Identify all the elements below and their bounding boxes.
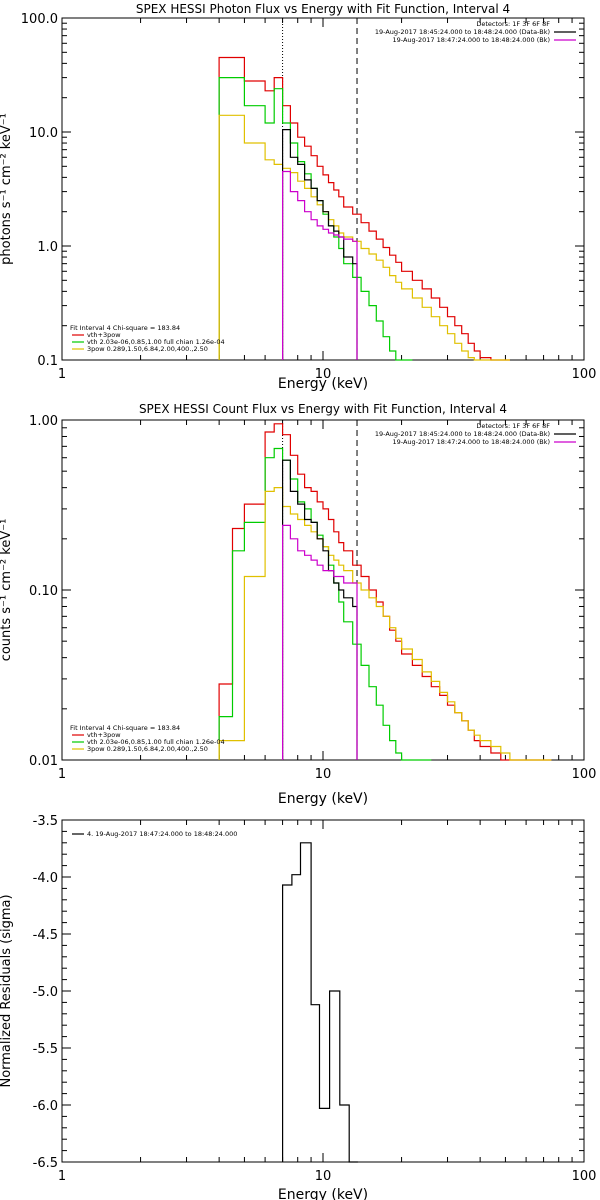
x-axis-label: Energy (keV) bbox=[278, 791, 368, 807]
y-tick-label: 100.0 bbox=[21, 12, 58, 27]
y-tick-label: -6.5 bbox=[33, 1156, 58, 1171]
x-tick-label: 10 bbox=[315, 1169, 332, 1184]
x-tick-label: 100 bbox=[572, 367, 597, 382]
y-axis-label: Normalized Residuals (sigma) bbox=[0, 894, 14, 1087]
x-tick-label: 10 bbox=[315, 367, 332, 382]
y-tick-label: -4.0 bbox=[33, 871, 58, 886]
legend-right-entry: 19-Aug-2017 18:47:24.000 to 18:48:24.000… bbox=[393, 36, 550, 44]
y-tick-label: -3.5 bbox=[33, 814, 58, 829]
x-axis-label: Energy (keV) bbox=[278, 376, 368, 392]
x-tick-label: 1 bbox=[58, 1169, 66, 1184]
panel-2: SPEX HESSI Count Flux vs Energy with Fit… bbox=[0, 402, 596, 807]
legend-left-entry: vth+3pow bbox=[87, 331, 121, 339]
y-tick-label: -5.5 bbox=[33, 1042, 58, 1057]
legend-right-entry: 19-Aug-2017 18:45:24.000 to 18:48:24.000… bbox=[375, 430, 550, 438]
series-line-1 bbox=[282, 842, 358, 1163]
series-line-5 bbox=[282, 524, 358, 760]
series-line-3 bbox=[218, 487, 552, 761]
series-line-2 bbox=[218, 447, 432, 761]
x-axis-label: Energy (keV) bbox=[278, 1187, 368, 1200]
panel-1: SPEX HESSI Photon Flux vs Energy with Fi… bbox=[0, 2, 596, 392]
series-line-1 bbox=[218, 56, 510, 361]
legend-left-entry: 3pow 0.289,1.50,6.84,2.00,400.,2.50 bbox=[87, 345, 208, 353]
panel-3: 1 10 100 -6.5 -6.0 -5.5 -5.0 -4.5 -4.0 -3.5 Energy… bbox=[0, 814, 596, 1200]
x-tick-label: 100 bbox=[572, 1169, 597, 1184]
legend-left-entry: Fit Interval 4 Chi-square = 183.84 bbox=[70, 324, 180, 332]
series-line-3 bbox=[218, 114, 510, 361]
legend-right-entry: 19-Aug-2017 18:45:24.000 to 18:48:24.000… bbox=[375, 28, 550, 36]
legend-left-entry: vth+3pow bbox=[87, 731, 121, 739]
y-axis-label: photons s⁻¹ cm⁻² keV⁻¹ bbox=[0, 113, 14, 265]
y-tick-label: 0.1 bbox=[37, 354, 58, 369]
chart-title: SPEX HESSI Count Flux vs Energy with Fit… bbox=[139, 402, 507, 416]
plot-frame bbox=[61, 17, 585, 361]
legend-right-entry: Detectors: 1F 3F 6F 8F bbox=[476, 422, 550, 430]
plot-frame bbox=[61, 819, 585, 1163]
y-tick-label: 1.0 bbox=[37, 240, 58, 255]
y-tick-label: 1.00 bbox=[29, 414, 58, 429]
series-line-4 bbox=[282, 459, 358, 760]
legend-left-entry: vth 2.03e-06,0.85,1.00 full chian 1.26e-… bbox=[87, 338, 225, 346]
legend-right-entry: 19-Aug-2017 18:47:24.000 to 18:48:24.000… bbox=[393, 438, 550, 446]
legend-left-entry: Fit Interval 4 Chi-square = 183.84 bbox=[70, 724, 180, 732]
y-tick-label: 10.0 bbox=[29, 126, 58, 141]
plot-frame bbox=[61, 419, 585, 761]
y-tick-label: 0.10 bbox=[29, 584, 58, 599]
y-tick-label: -5.0 bbox=[33, 985, 58, 1000]
legend-left-entry: vth 2.03e-06,0.85,1.00 full chian 1.26e-… bbox=[87, 738, 225, 746]
legend-right-entry: Detectors: 1F 3F 6F 8F bbox=[476, 20, 550, 28]
x-tick-label: 100 bbox=[572, 767, 597, 782]
series-line-4 bbox=[282, 129, 358, 360]
series-line-5 bbox=[282, 170, 358, 360]
chart-title: SPEX HESSI Photon Flux vs Energy with Fi… bbox=[136, 2, 510, 16]
series-line-2 bbox=[218, 77, 413, 361]
legend-left-entry: 3pow 0.289,1.50,6.84,2.00,400.,2.50 bbox=[87, 745, 208, 753]
legend-left-entry: 4. 19-Aug-2017 18:47:24.000 to 18:48:24.… bbox=[87, 830, 237, 838]
y-tick-label: 0.01 bbox=[29, 754, 58, 769]
y-tick-label: -4.5 bbox=[33, 928, 58, 943]
x-tick-label: 10 bbox=[315, 767, 332, 782]
series-line-1 bbox=[218, 423, 552, 761]
x-tick-label: 1 bbox=[58, 367, 66, 382]
y-tick-label: -6.0 bbox=[33, 1099, 58, 1114]
y-axis-label: counts s⁻¹ cm⁻² keV⁻¹ bbox=[0, 519, 14, 662]
x-tick-label: 1 bbox=[58, 767, 66, 782]
